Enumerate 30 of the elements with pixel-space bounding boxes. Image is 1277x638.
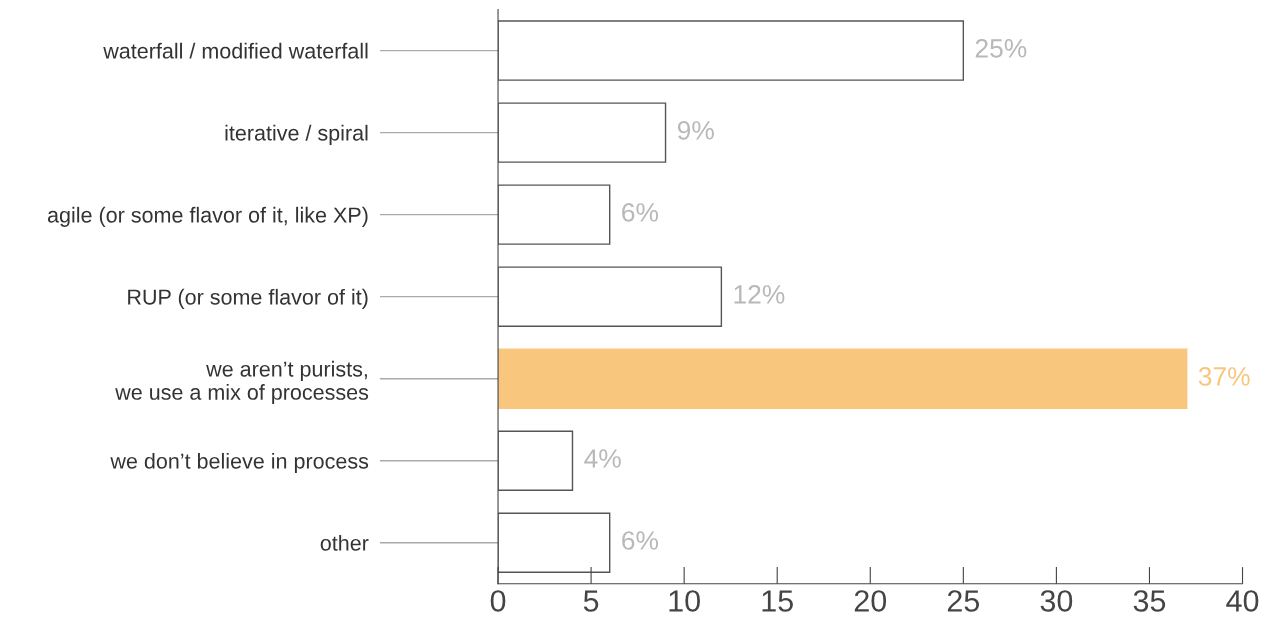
x-tick-label: 35	[1133, 590, 1166, 612]
data-label: 9%	[677, 121, 714, 140]
x-tick-label: 15	[762, 590, 793, 612]
y-tick-label: waterfall / modified waterfall	[103, 42, 368, 59]
bar	[498, 266, 723, 327]
bar	[498, 184, 611, 245]
y-tick-label: we don’t believe in process	[110, 452, 369, 473]
x-tick-label: 0	[490, 590, 506, 612]
bar	[498, 348, 1188, 409]
x-tick-label: 30	[1040, 590, 1073, 612]
data-label: 37%	[1198, 367, 1250, 386]
bar	[498, 20, 965, 81]
data-label: 4%	[584, 449, 621, 468]
y-tick-label: other	[320, 534, 369, 551]
x-tick-label: 25	[947, 590, 980, 612]
bar	[498, 430, 574, 491]
x-tick-label: 20	[854, 590, 887, 612]
data-label: 6%	[622, 531, 659, 550]
bar	[498, 102, 667, 163]
x-tick-label: 40	[1226, 590, 1259, 612]
y-tick-label: agile (or some flavor of it, like XP)	[47, 206, 368, 227]
data-label: 6%	[622, 203, 659, 222]
bar	[498, 512, 611, 573]
x-tick-label: 5	[583, 590, 599, 612]
y-tick-label: iterative / spiral	[225, 124, 368, 145]
x-tick-label: 10	[669, 590, 700, 612]
y-tick-label: RUP (or some flavor of it)	[128, 288, 368, 309]
y-tick-label: we aren’t purists, we use a mix of processes	[115, 360, 369, 405]
data-label: 25%	[975, 38, 1027, 58]
data-label: 12%	[734, 285, 785, 304]
